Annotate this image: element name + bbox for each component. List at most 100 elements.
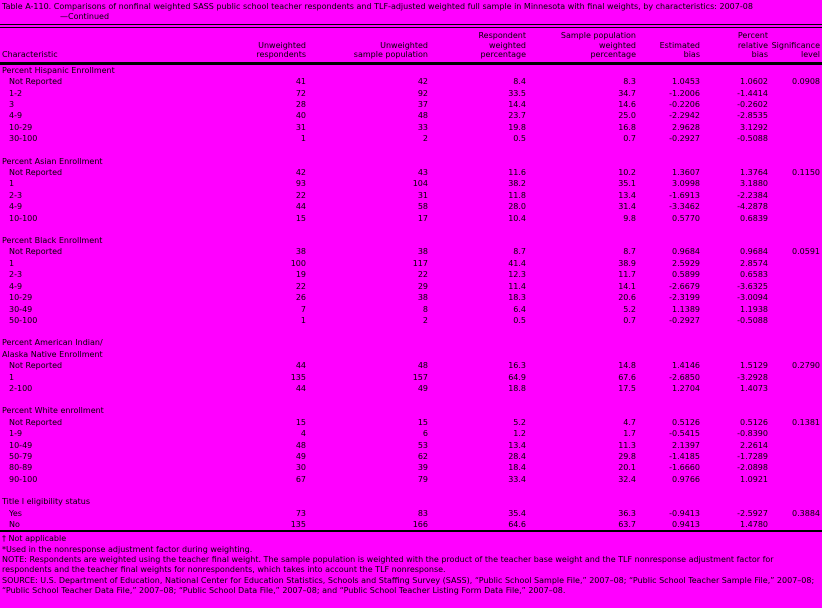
table-cell: -4.2878 [737, 202, 768, 212]
row-label: 4-9 [9, 111, 23, 121]
table-cell: 1.1938 [740, 304, 768, 314]
table-title-line2: —Continued [60, 12, 110, 21]
table-cell: 41.4 [508, 258, 526, 268]
table-cell: 1 [300, 315, 306, 325]
row-label: 1 [9, 258, 15, 268]
table-cell [770, 99, 822, 110]
table-cell: -0.5088 [737, 134, 768, 144]
table-cell: 1.5129 [740, 361, 768, 371]
table-cell [770, 519, 822, 533]
table-cell: 19.8 [508, 122, 526, 132]
row-label: 1-9 [9, 429, 23, 439]
table-cell: -2.5927 [737, 508, 768, 518]
table-cell: 11.3 [618, 440, 636, 450]
table-cell: -3.0094 [737, 293, 768, 303]
table-cell: 32.4 [618, 474, 636, 484]
table-cell: 13.4 [618, 190, 636, 200]
table-cell: -3.2928 [737, 372, 768, 382]
table-cell: -1.6913 [669, 190, 700, 200]
table-cell [770, 304, 822, 315]
table-cell: 0.7 [623, 315, 636, 325]
table-row: 4-9 40 48 23.7 25.0 -2.2942 -2.8535 [0, 110, 822, 121]
table-cell: -3.3462 [669, 202, 700, 212]
row-label: 3 [9, 100, 15, 109]
table-row: No 135 166 64.6 63.7 0.9413 1.4780 [0, 519, 822, 533]
row-label: 30-100 [9, 134, 38, 144]
table-cell: 25.0 [618, 111, 636, 121]
table-cell [770, 133, 822, 144]
spacer-cell [0, 145, 822, 156]
table-cell [770, 292, 822, 303]
row-label: 2-3 [9, 270, 23, 280]
row-label: 50-79 [9, 451, 33, 461]
table-cell: 5.2 [513, 417, 526, 427]
table-cell: 67 [295, 474, 306, 484]
row-label: 10-29 [9, 122, 33, 132]
table-cell: 1.0453 [672, 77, 700, 87]
section-label: Alaska Native Enrollment [2, 349, 103, 359]
table-cell: 42 [417, 77, 428, 87]
spacer-cell [0, 485, 822, 496]
table-cell: 117 [412, 258, 428, 268]
table-cell: -1.6660 [669, 463, 700, 473]
table-cell: -0.5415 [669, 429, 700, 439]
table-cell: 26 [295, 293, 306, 303]
spacer-cell [0, 394, 822, 405]
table-cell: 38 [417, 247, 428, 257]
table-cell: -0.5088 [737, 315, 768, 325]
table-cell: 23.7 [508, 111, 526, 121]
table-row: 10-49 48 53 13.4 11.3 2.1397 2.2614 [0, 440, 822, 451]
table-cell: 1.4146 [672, 361, 700, 371]
table-cell: 0.5770 [672, 213, 700, 223]
table-cell: 100 [290, 258, 306, 268]
row-label: 2-100 [9, 383, 33, 393]
table-cell: 166 [308, 519, 430, 533]
section-label: Percent Black Enrollment [2, 236, 103, 246]
table-cell: 72 [295, 88, 306, 98]
column-header: Unweighted sample population [308, 23, 430, 65]
table-cell: 11.6 [508, 168, 526, 178]
column-header: Respondent weighted percentage [430, 23, 528, 65]
table-cell: 73 [295, 508, 306, 518]
table-cell: 36.3 [618, 508, 636, 518]
table-cell: 31.4 [618, 202, 636, 212]
table-cell: 18.8 [508, 383, 526, 393]
table-row: 3 28 37 14.4 14.6 -0.2206 -0.2602 [0, 99, 822, 110]
table-cell [770, 201, 822, 212]
section-header-row: Percent Black Enrollment [0, 235, 822, 246]
table-cell: 17 [417, 213, 428, 223]
table-row: 2-100 44 49 18.8 17.5 1.2704 1.4073 [0, 383, 822, 394]
row-label: 2-3 [9, 190, 23, 200]
table-cell: 44 [295, 383, 306, 393]
table-cell: 28.0 [508, 202, 526, 212]
row-label: 30-49 [9, 304, 33, 314]
table-cell: 0.6583 [740, 270, 768, 280]
section-header-row: Alaska Native Enrollment [0, 349, 822, 360]
table-row: Yes 73 83 35.4 36.3 -0.9413 -2.5927 0.3884 [0, 508, 822, 519]
section-label: Percent American Indian/ [2, 338, 103, 348]
table-cell: 34.7 [618, 88, 636, 98]
table-cell [770, 383, 822, 394]
table-row: 1 93 104 38.2 35.1 3.0998 3.1880 [0, 178, 822, 189]
table-cell: 2.9628 [672, 122, 700, 132]
table-cell: 9.8 [623, 213, 636, 223]
table-cell: 31 [417, 190, 428, 200]
statistics-table: Characteristic Unweighted respondents Unw… [0, 23, 822, 533]
table-row: 90-100 67 79 33.4 32.4 0.9766 1.0921 [0, 474, 822, 485]
row-label: 4-9 [9, 281, 23, 291]
table-cell [770, 88, 822, 99]
table-cell: -0.2206 [669, 100, 700, 109]
table-cell: 1.0921 [740, 474, 768, 484]
table-cell: 79 [417, 474, 428, 484]
table-cell: 0.3884 [792, 508, 820, 518]
table-cell: 7 [300, 304, 306, 314]
footnote: SOURCE: U.S. Department of Education, Na… [2, 575, 815, 595]
row-label: Not Reported [9, 77, 63, 87]
table-cell: 135 [238, 519, 308, 533]
table-cell: -0.9413 [669, 508, 700, 518]
table-cell: 0.9684 [740, 247, 768, 257]
table-cell: 15 [417, 417, 428, 427]
table-cell: 11.4 [508, 281, 526, 291]
table-cell: 19 [295, 270, 306, 280]
table-cell: 8.7 [513, 247, 526, 257]
